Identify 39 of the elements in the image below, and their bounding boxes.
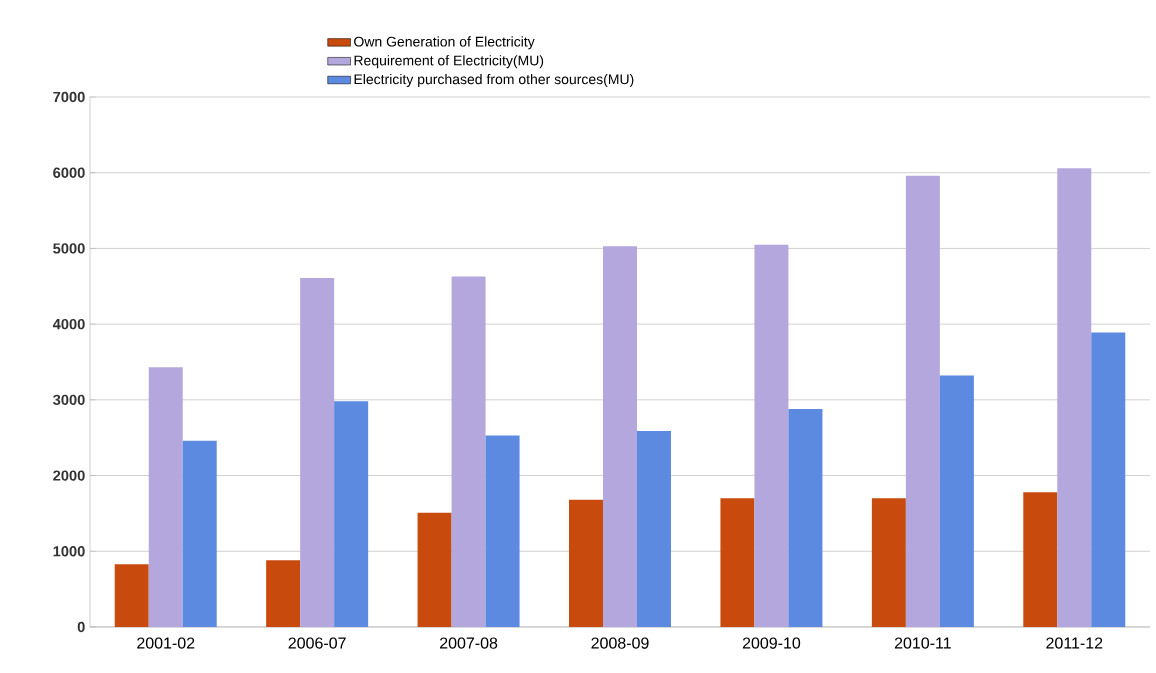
legend-label: Requirement of Electricity(MU) (354, 55, 544, 69)
bar (637, 430, 672, 627)
y-tick-label: 3000 (53, 394, 85, 406)
y-tick-label: 0 (77, 621, 85, 633)
bar (939, 375, 974, 627)
bar (603, 246, 637, 627)
bar (1023, 492, 1058, 627)
bar (300, 277, 335, 627)
bar (182, 440, 217, 627)
bar (569, 499, 604, 627)
bar (114, 564, 149, 627)
bar (905, 175, 940, 627)
x-tick-label: 2009-10 (742, 637, 801, 649)
x-tick-label: 2006-07 (288, 637, 346, 649)
x-tick-label: 2001-02 (137, 637, 195, 649)
bar (417, 512, 452, 627)
bar (871, 498, 906, 627)
x-tick-label: 2007-08 (440, 637, 498, 649)
bar (1057, 168, 1092, 627)
legend-label: Electricity purchased from other sources(MU) (354, 73, 634, 87)
y-tick-label: 1000 (53, 546, 85, 557)
bar (266, 560, 301, 627)
y-tick-label: 7000 (53, 91, 85, 103)
y-tick-label: 5000 (53, 243, 85, 254)
bar (754, 244, 789, 627)
bar (720, 498, 755, 627)
y-tick-label: 2000 (53, 470, 85, 481)
bar (1091, 332, 1126, 627)
x-tick-label: 2008-09 (591, 637, 649, 649)
bar (334, 401, 369, 627)
x-tick-label: 2010-11 (894, 637, 951, 649)
y-tick-label: 6000 (53, 167, 85, 178)
bar (485, 435, 520, 627)
legend-label: Own Generation of Electricity (354, 36, 535, 50)
bar (788, 408, 823, 627)
bar (148, 367, 183, 627)
x-tick-label: 2011-12 (1046, 637, 1103, 649)
y-tick-label: 4000 (52, 318, 85, 330)
bar (451, 276, 486, 627)
